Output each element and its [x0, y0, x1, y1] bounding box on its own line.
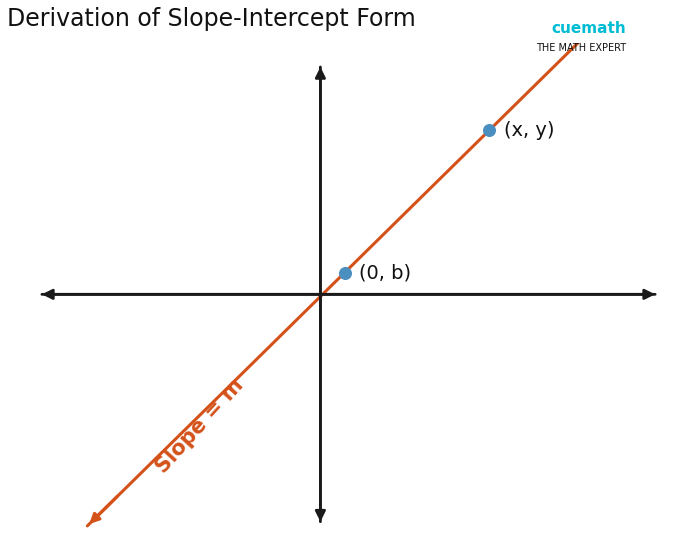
- Point: [339, 268, 350, 277]
- Text: (0, b): (0, b): [359, 263, 411, 282]
- Text: cuemath: cuemath: [551, 21, 626, 36]
- Text: Derivation of Slope-Intercept Form: Derivation of Slope-Intercept Form: [7, 7, 415, 31]
- Text: (x, y): (x, y): [504, 121, 554, 140]
- Text: THE MATH EXPERT: THE MATH EXPERT: [535, 43, 626, 53]
- Point: [484, 126, 495, 135]
- Text: Slope = m: Slope = m: [152, 375, 247, 477]
